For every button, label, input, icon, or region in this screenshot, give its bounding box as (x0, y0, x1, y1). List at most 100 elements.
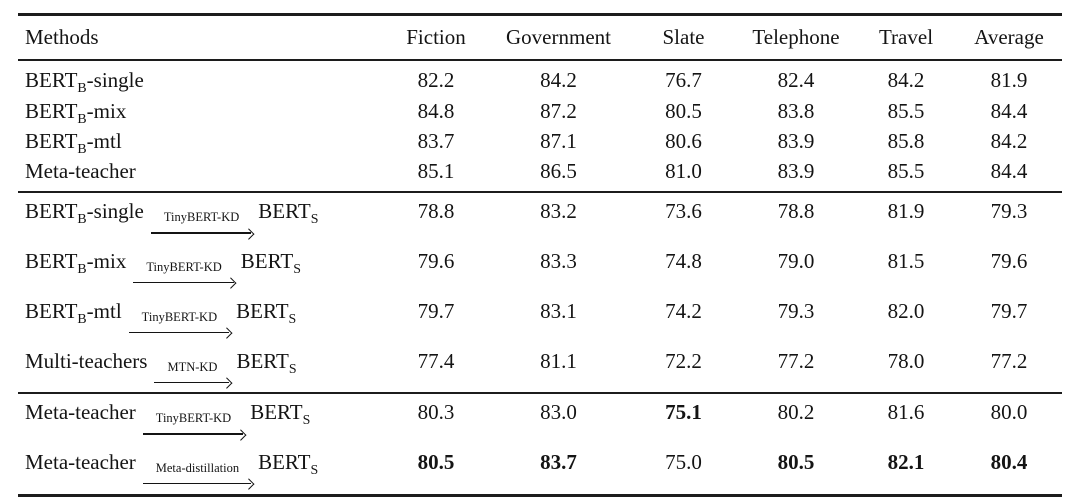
method-name: BERT (25, 298, 78, 323)
right-arrow-icon (154, 377, 230, 387)
method-name: BERT (25, 249, 78, 273)
kd-arrow: TinyBERT-KD (150, 210, 252, 238)
value-cell: 84.2 (887, 68, 925, 93)
value-cell: 83.3 (540, 249, 577, 273)
kd-arrow: MTN-KD (154, 359, 230, 388)
method-target: BERT (240, 249, 294, 273)
method-cell: Meta-teacher (18, 156, 386, 192)
value-cell: 79.3 (990, 199, 1028, 224)
value-cell: 80.4 (990, 450, 1028, 474)
method-target: BERT (236, 348, 289, 373)
arrow-label: MTN-KD (167, 359, 218, 374)
value-cell: 77.2 (777, 348, 815, 373)
value-cell: 79.6 (990, 249, 1028, 273)
value-cell: 80.3 (417, 400, 455, 425)
kd-arrow: Meta-distillation (142, 461, 252, 489)
value-cell: 79.7 (417, 298, 455, 323)
kd-arrow: TinyBERT-KD (128, 310, 230, 338)
value-cell: 78.8 (777, 199, 815, 224)
method-name: BERT (25, 68, 78, 93)
value-cell: 79.3 (777, 298, 815, 323)
section-baseline-distillation: BERTB-single TinyBERT-KD BERTS 78.8 83.2 73.6… (18, 192, 1062, 394)
method-name: BERT (25, 128, 78, 153)
section-meta-teacher-distillation: Meta-teacher TinyBERT-KD BERTS 80.3 83.0 75.1… (18, 393, 1062, 496)
value-cell: 76.7 (665, 68, 702, 93)
value-cell: 82.2 (417, 68, 455, 93)
method-name-suffix: -mtl (86, 128, 122, 153)
table-row: BERTB-mtl 83.7 87.1 80.6 83.9 85.8 84.2 (18, 126, 1062, 156)
method-name: BERT (25, 98, 78, 123)
method-name-subscript: B (77, 140, 87, 156)
method-cell: BERTB-mix TinyBERT-KD BERTS (18, 243, 386, 293)
method-name-subscript: B (77, 110, 87, 126)
method-cell: BERTB-mtl (18, 126, 386, 156)
value-cell: 81.5 (887, 249, 925, 273)
value-cell: 86.5 (540, 159, 577, 183)
value-cell: 85.5 (887, 159, 925, 183)
table-row: Meta-teacher TinyBERT-KD BERTS 80.3 83.0 75.1… (18, 393, 1062, 444)
method-name: Meta-teacher (25, 450, 136, 474)
method-target: BERT (250, 400, 303, 425)
method-name-subscript: B (77, 310, 87, 326)
value-cell: 84.4 (990, 98, 1028, 123)
arrow-label: TinyBERT-KD (146, 260, 222, 274)
arrow-label: TinyBERT-KD (163, 210, 240, 225)
value-cell: 78.8 (417, 199, 455, 224)
value-cell: 79.7 (990, 298, 1028, 323)
method-cell: BERTB-mix (18, 96, 386, 126)
value-cell: 84.2 (540, 68, 577, 93)
method-name: BERT (25, 199, 78, 224)
method-cell: BERTB-mtl TinyBERT-KD BERTS (18, 293, 386, 343)
value-cell: 85.5 (887, 98, 925, 123)
col-header-fiction: Fiction (406, 25, 466, 49)
value-cell: 78.0 (887, 348, 925, 373)
table-header-row: Methods Fiction Government Slate Telepho… (18, 14, 1062, 61)
table-header: Methods Fiction Government Slate Telepho… (18, 14, 1062, 61)
col-header-methods: Methods (25, 25, 99, 49)
method-target-subscript: S (310, 462, 319, 478)
value-cell: 83.9 (777, 159, 815, 183)
method-cell: Meta-teacher Meta-distillation BERTS (18, 444, 386, 495)
method-target-subscript: S (288, 360, 297, 376)
method-target-subscript: S (293, 261, 301, 277)
method-target-subscript: S (288, 310, 297, 326)
table-row: Meta-teacher Meta-distillation BERTS 80.5 83… (18, 444, 1062, 495)
right-arrow-icon (133, 278, 235, 288)
value-cell: 74.2 (665, 298, 702, 323)
method-name-suffix: -single (86, 68, 144, 93)
method-name-suffix: -single (86, 199, 144, 224)
table-row: BERTB-single TinyBERT-KD BERTS 78.8 83.2 73.6… (18, 192, 1062, 243)
value-cell: 84.8 (417, 98, 455, 123)
value-cell: 72.2 (665, 348, 702, 373)
method-name: Meta-teacher (25, 400, 136, 425)
right-arrow-icon (128, 328, 230, 338)
col-header-slate: Slate (662, 25, 705, 49)
col-header-travel: Travel (878, 25, 934, 49)
method-target: BERT (236, 298, 289, 323)
col-header-average: Average (974, 25, 1044, 49)
value-cell: 81.9 (990, 68, 1028, 93)
value-cell: 83.7 (417, 128, 455, 153)
table-row: BERTB-single 82.2 84.2 76.7 82.4 84.2 81.9 (18, 60, 1062, 95)
value-cell: 82.0 (887, 298, 925, 323)
kd-arrow: TinyBERT-KD (133, 260, 235, 288)
method-name-suffix: -mtl (86, 298, 122, 323)
value-cell: 87.2 (540, 98, 577, 123)
col-header-telephone: Telephone (752, 25, 840, 49)
value-cell: 81.9 (887, 199, 925, 224)
value-cell: 80.5 (665, 98, 702, 123)
value-cell: 79.0 (777, 249, 815, 273)
value-cell: 77.4 (417, 348, 455, 373)
value-cell: 85.1 (417, 159, 455, 183)
value-cell: 83.8 (777, 98, 815, 123)
value-cell: 81.6 (887, 400, 925, 425)
value-cell: 83.9 (777, 128, 815, 153)
value-cell: 87.1 (540, 128, 577, 153)
arrow-label: Meta-distillation (155, 461, 240, 475)
table-row: BERTB-mtl TinyBERT-KD BERTS 79.7 83.1 74.2 79.… (18, 293, 1062, 343)
value-cell: 81.0 (665, 159, 702, 183)
value-cell: 83.2 (540, 199, 577, 224)
value-cell: 79.6 (417, 249, 455, 273)
value-cell: 73.6 (665, 199, 702, 224)
section-teacher-models: BERTB-single 82.2 84.2 76.7 82.4 84.2 81.9 BERT… (18, 60, 1062, 193)
